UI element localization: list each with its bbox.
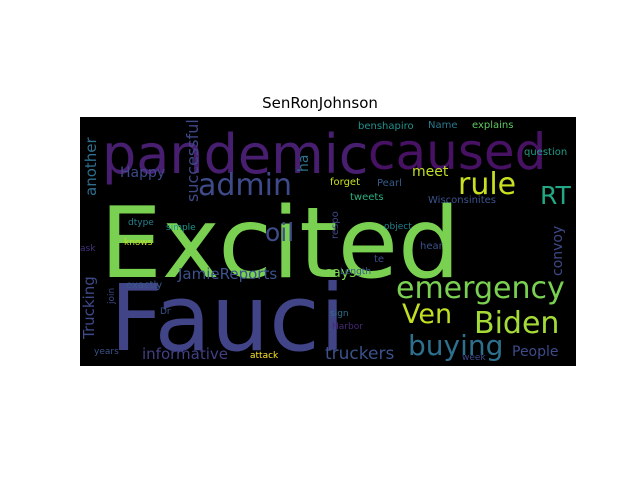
word-happy: Happy <box>120 165 165 181</box>
word-meet: meet <box>412 164 449 180</box>
word-knows: knows <box>124 238 153 248</box>
word-rule: rule <box>458 167 516 202</box>
word-attack: attack <box>250 351 279 361</box>
cloud-background <box>80 117 576 366</box>
word-dtype: dtype <box>128 218 154 228</box>
word-rt: RT <box>540 181 572 210</box>
word-benshapiro: benshapiro <box>358 121 414 132</box>
word-dr: Dr <box>160 307 171 317</box>
word-admin: admin <box>198 168 292 203</box>
word-tweets: tweets <box>350 192 384 203</box>
word-respo: respo <box>330 211 341 239</box>
word-hear: hear <box>420 241 444 252</box>
word-truckers: truckers <box>325 344 394 364</box>
word-buying: buying <box>408 329 503 362</box>
word-te: te <box>374 254 384 265</box>
word-join: join <box>107 288 117 305</box>
word-another: another <box>82 137 100 196</box>
word-ha: ha <box>296 155 312 172</box>
word-informative: informative <box>142 345 228 363</box>
word-sign: sign <box>330 309 349 319</box>
word-caused: caused <box>368 123 546 181</box>
word-fauci: Fauci <box>110 265 345 366</box>
word-explains: explains <box>472 120 513 131</box>
chart-title: SenRonJohnson <box>262 94 378 112</box>
word-jamiereports: JamieReports <box>177 265 277 283</box>
word-simple: simple <box>166 223 196 233</box>
word-wisconsinites: Wisconsinites <box>428 195 496 206</box>
word-object: object <box>384 222 412 232</box>
word-harbor: Harbor <box>332 322 363 332</box>
word-trucking: Trucking <box>80 276 98 340</box>
word-says: says <box>325 265 356 281</box>
word-ven: Ven <box>402 299 452 330</box>
word-excited: Excited <box>100 187 460 301</box>
word-convoy: convoy <box>550 226 566 276</box>
word-question: question <box>524 147 567 158</box>
word-exactly: exactly <box>126 280 162 291</box>
word-people: People <box>512 344 559 360</box>
word-forget: forget <box>330 177 360 188</box>
word-successful: successful <box>183 119 202 202</box>
word-biden: Biden <box>474 306 559 341</box>
word-length: Length <box>340 267 371 277</box>
word-pandemic: pandemic <box>102 123 368 186</box>
word-emergency: emergency <box>396 271 565 306</box>
word-ask: ask <box>80 244 96 254</box>
word-years: years <box>94 347 119 357</box>
word-name: Name <box>428 120 458 131</box>
word-pearl: Pearl <box>377 178 402 189</box>
word-week: week <box>462 353 486 363</box>
word-oil: oil <box>265 218 294 247</box>
